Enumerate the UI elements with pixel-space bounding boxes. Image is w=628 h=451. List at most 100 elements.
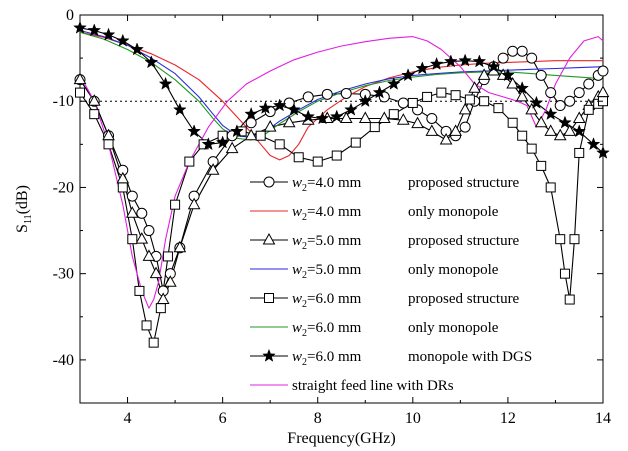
star-marker [244,106,259,120]
triangle-marker [449,124,462,136]
square-marker [350,137,361,148]
triangle-marker [515,89,529,102]
star-marker [301,109,316,123]
star-marker [458,53,472,67]
square-marker [407,97,418,108]
circle-marker [497,52,509,64]
circle-marker [583,78,595,90]
circle-marker [263,176,275,188]
square-marker [493,103,504,114]
plot-frame [79,14,604,404]
square-marker [555,234,566,245]
x-tick-label: 8 [314,410,322,427]
star-marker [158,76,173,90]
star-marker [443,54,458,68]
legend-label: w2=4.0 mm [292,175,362,194]
triangle-marker [339,111,353,123]
legend-entry-4: w2=5.0 mm only monopole [250,262,499,281]
square-marker [564,294,575,305]
circle-marker [597,65,609,77]
circle-marker [426,112,438,124]
star-marker [87,23,102,37]
triangle-marker [506,76,520,89]
x-axis-title: Frequency(GHz) [287,430,395,447]
legend-desc: proposed structure [408,175,520,191]
star-marker [572,124,587,138]
legend-desc: proposed structure [408,233,520,249]
legend-entry-2: w2=4.0 mm only monopole [250,204,499,223]
circle-marker [535,69,547,81]
square-marker [517,130,528,141]
legend-sub: 2 [302,212,307,223]
star-marker [501,68,515,82]
legend-var: w [292,204,302,220]
star-marker [358,93,373,108]
legend-entry-8: straight feed line with DRs [250,378,454,394]
legend-var: w [292,349,302,365]
star-marker [101,27,116,41]
circle-marker [340,87,352,99]
triangle-marker [544,124,558,136]
y-axis-title-main: S [14,224,31,233]
square-marker [559,268,570,279]
star-marker [596,145,610,159]
plot-area [73,14,610,404]
legend: w2=4.0 mm proposed structure w2=4.0 mm only… [250,175,532,394]
circle-marker [321,88,333,100]
triangle-marker [149,266,163,279]
triangle-marker [262,232,276,245]
star-marker [315,111,330,125]
y-tick-label: 0 [66,7,74,24]
legend-var: w [292,262,302,278]
y-axis-title-sub: 11 [23,214,34,224]
triangle-marker [358,111,372,123]
circle-marker [302,91,314,103]
legend-var: w [292,175,302,191]
square-marker [422,91,433,102]
star-marker [172,102,187,116]
triangle-marker [135,232,149,244]
square-marker [388,109,399,120]
legend-sub: 2 [302,357,307,368]
circle-marker [564,95,576,107]
legend-desc: straight feed line with DRs [292,378,454,394]
square-marker [141,320,152,331]
star-marker [262,348,276,362]
legend-desc: proposed structure [408,291,520,307]
star-marker [230,124,244,138]
triangle-marker [156,292,170,305]
x-tick-label: 6 [219,410,227,427]
triangle-marker [142,249,156,261]
triangle-marker [458,102,472,115]
square-marker [155,303,166,314]
legend-label: w2=5.0 mm [292,262,362,281]
legend-value: =6.0 mm [307,291,362,307]
square-marker [89,109,100,120]
square-marker [127,234,138,245]
triangle-marker [125,206,139,218]
triangle-marker [525,102,539,115]
y-axis-title-unit: (dB) [14,185,31,214]
triangle-marker [282,115,296,128]
square-marker [507,117,518,128]
square-marker [436,87,447,98]
y-tick-label: -10 [53,93,74,110]
square-marker [569,234,580,245]
triangle-marker [244,128,258,141]
square-marker [536,160,547,171]
star-marker [529,95,544,109]
circle-marker [545,87,557,99]
legend-label: w2=6.0 mm [292,349,362,368]
x-tick-label: 10 [405,410,421,427]
square-marker [75,87,85,98]
square-marker [450,90,461,101]
star-marker [586,137,601,151]
square-marker [184,156,195,167]
marker-layer [73,20,610,348]
square-marker [134,285,145,296]
legend-entry-3: w2=5.0 mm proposed structure [250,232,520,252]
legend-sub: 2 [302,183,307,194]
triangle-marker [173,240,187,253]
triangle-marker [206,163,220,175]
